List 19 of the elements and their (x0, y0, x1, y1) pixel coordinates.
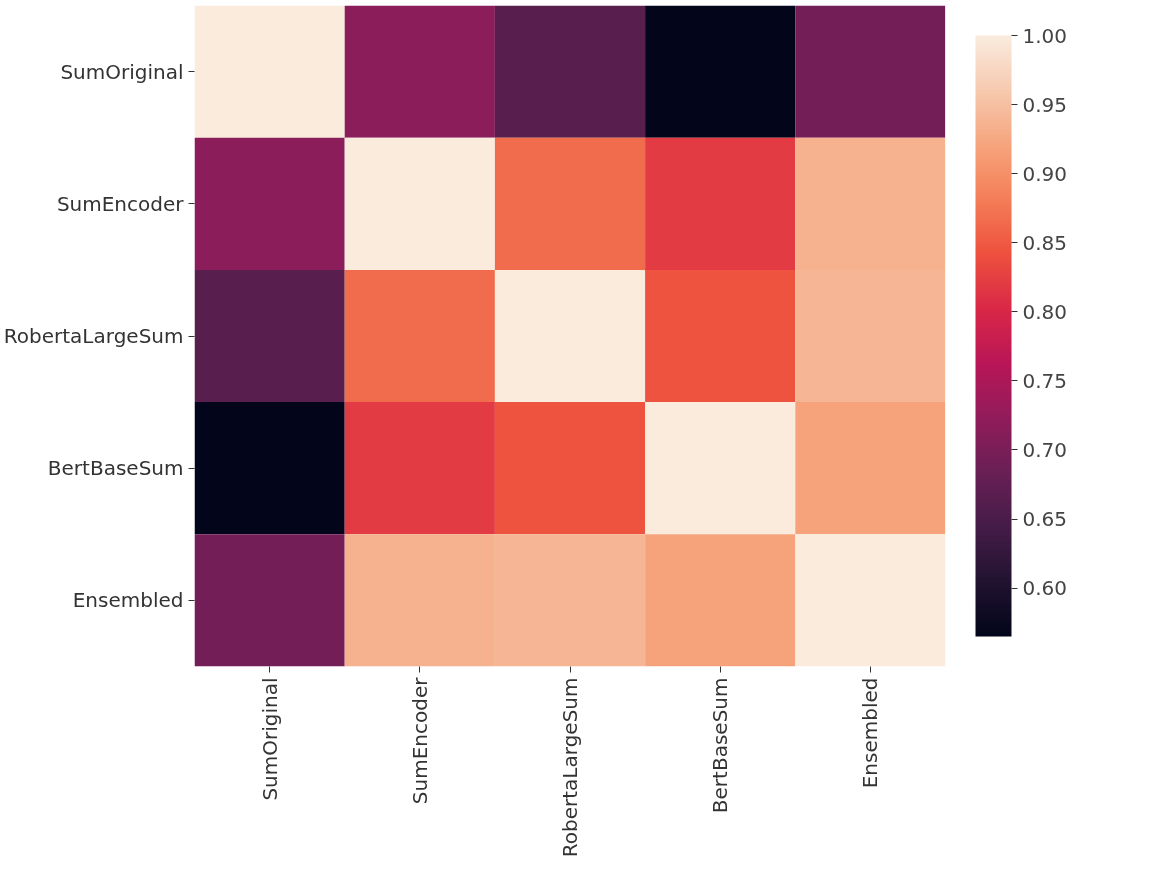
color-bar-label: 0.90 (1022, 161, 1068, 186)
x-tick-label: Ensembled (858, 677, 883, 789)
x-tick-label: SumEncoder (407, 676, 432, 805)
color-bar-label: 0.85 (1022, 230, 1068, 255)
color-bar-label: 0.65 (1022, 507, 1068, 532)
y-tick-label: BertBaseSum (47, 456, 184, 481)
x-tick-label: RobertaLargeSum (558, 677, 582, 858)
y-tick-label: Ensembled (72, 588, 184, 613)
color-bar-label: 1.00 (1022, 23, 1068, 48)
x-tick-label: BertBaseSum (708, 677, 733, 814)
color-bar-label: 0.70 (1022, 437, 1068, 462)
color-bar-label: 0.80 (1022, 299, 1068, 324)
y-tick-label: RobertaLargeSum (3, 324, 184, 348)
y-tick-label: SumEncoder (56, 191, 185, 216)
color-bar-label: 0.75 (1022, 368, 1068, 393)
y-tick-label: SumOriginal (60, 59, 184, 84)
x-tick-label: SumOriginal (257, 677, 282, 801)
color-bar-label: 0.60 (1022, 576, 1068, 601)
color-bar-label: 0.95 (1022, 92, 1068, 117)
